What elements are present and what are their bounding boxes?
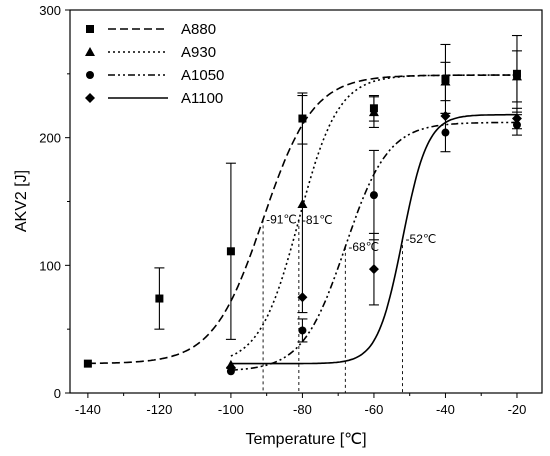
data-point-a930: [440, 76, 451, 86]
plot-frame: [69, 9, 543, 394]
annotation-label: -68℃: [348, 240, 379, 254]
data-point-a1100: [440, 110, 451, 121]
data-point-a1100: [511, 113, 522, 124]
legend-label: A930: [181, 44, 216, 61]
data-point-a930: [511, 71, 522, 81]
data-point-a880: [298, 114, 307, 123]
x-axis-title: Temperature [℃]: [245, 431, 366, 448]
data-point-a1100: [368, 264, 379, 275]
data-point-a930: [368, 107, 379, 117]
legend-label: A1100: [181, 90, 223, 107]
legend: A880 A930 A1050 A1100: [85, 21, 224, 107]
data-point-a880: [83, 359, 92, 368]
x-tick-label: -120: [146, 402, 172, 417]
data-point-a880: [226, 247, 235, 256]
x-tick-label: -140: [75, 402, 101, 417]
data-point-a1100: [297, 292, 308, 303]
legend-marker-a880: [86, 25, 94, 33]
x-tick-label: -80: [293, 402, 312, 417]
annotation-label: -81℃: [302, 213, 333, 227]
legend-marker-a930: [85, 47, 95, 56]
y-tick-label: 0: [54, 386, 61, 401]
data-point-a1050: [441, 128, 450, 137]
annotations: -91℃ -81℃ -68℃ -52℃: [266, 212, 436, 253]
data-point-a1050: [369, 191, 378, 200]
transition-guides: [262, 219, 403, 393]
data-point-a930: [297, 199, 308, 209]
y-tick-label: 300: [39, 3, 61, 18]
y-axis-title: AKV2 [J]: [13, 170, 30, 232]
legend-marker-a1050: [86, 71, 94, 79]
y-tick-label: 100: [39, 258, 61, 273]
annotation-label: -91℃: [266, 212, 297, 226]
x-tick-label: -20: [508, 402, 527, 417]
legend-label: A1050: [181, 67, 224, 84]
data-point-a1050: [512, 120, 521, 129]
legend-marker-a1100: [85, 93, 95, 103]
fit-curve-a930: [230, 74, 517, 357]
data-point-a1050: [298, 326, 307, 335]
data-points: [83, 69, 522, 376]
axis-ticks: -140 -120 -100 -80 -60 -40 -20 0 100 200 300: [39, 3, 526, 417]
legend-label: A880: [181, 21, 216, 38]
x-tick-label: -40: [436, 402, 455, 417]
annotation-label: -52℃: [406, 232, 437, 246]
data-point-a1100: [225, 362, 236, 373]
x-tick-label: -100: [218, 402, 244, 417]
fit-curve-a1100: [230, 113, 517, 365]
data-point-a880: [155, 294, 164, 303]
y-tick-label: 200: [39, 131, 61, 146]
x-tick-label: -60: [365, 402, 384, 417]
